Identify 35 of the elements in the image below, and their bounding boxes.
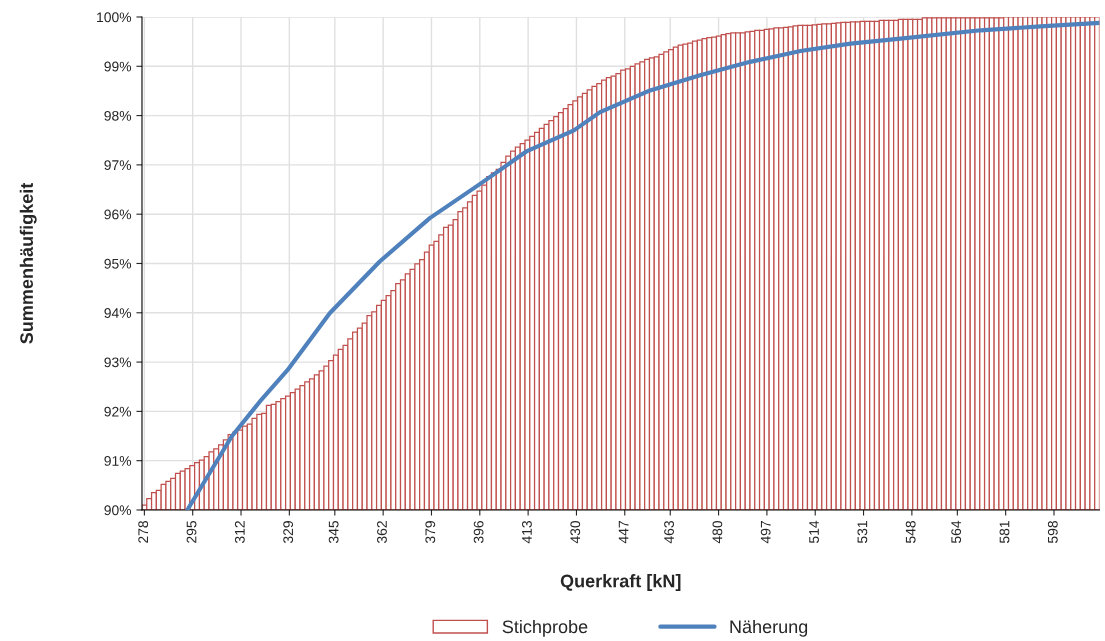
y-tick-label: 98% [104, 110, 132, 121]
x-tick-label: 480 [712, 520, 723, 544]
x-axis-title: Querkraft [kN] [560, 574, 681, 591]
x-tick-label: 564 [951, 520, 962, 544]
y-tick-label: 97% [104, 160, 132, 171]
x-tick-label: 312 [234, 521, 245, 544]
y-tick-label: 99% [104, 61, 132, 72]
x-tick-label: 497 [760, 521, 771, 544]
y-tick-label: 95% [104, 258, 132, 269]
x-tick-label: 379 [425, 521, 436, 544]
x-tick-label: 581 [999, 521, 1010, 544]
x-tick-label: 447 [618, 521, 629, 544]
y-tick-label: 96% [104, 209, 132, 220]
x-tick-label: 548 [905, 521, 916, 544]
x-tick-label: 430 [570, 520, 581, 544]
y-tick-label: 93% [104, 357, 132, 368]
y-tick-label: 94% [104, 308, 132, 318]
x-tick-label: 278 [138, 521, 149, 543]
x-tick-label: 345 [328, 520, 339, 544]
y-axis-title: Summenhäufigkeit [19, 182, 37, 344]
x-tick-label: 598 [1047, 521, 1058, 544]
x-tick-label: 396 [473, 521, 484, 544]
x-tick-label: 514 [809, 520, 819, 544]
x-tick-label: 329 [283, 521, 294, 544]
y-tick-label: 91% [104, 456, 132, 466]
legend-label: Stichprobe [502, 619, 588, 637]
y-tick-label: 100% [97, 12, 132, 23]
x-tick-label: 362 [377, 521, 387, 544]
x-tick-label: 531 [857, 521, 868, 544]
x-tick-label: 295 [186, 520, 197, 543]
legend-label: Näherung [730, 619, 808, 637]
x-tick-label: 413 [522, 521, 532, 544]
y-tick-label: 90% [104, 505, 132, 516]
x-tick-label: 463 [664, 521, 674, 544]
y-tick-label: 92% [104, 406, 132, 417]
